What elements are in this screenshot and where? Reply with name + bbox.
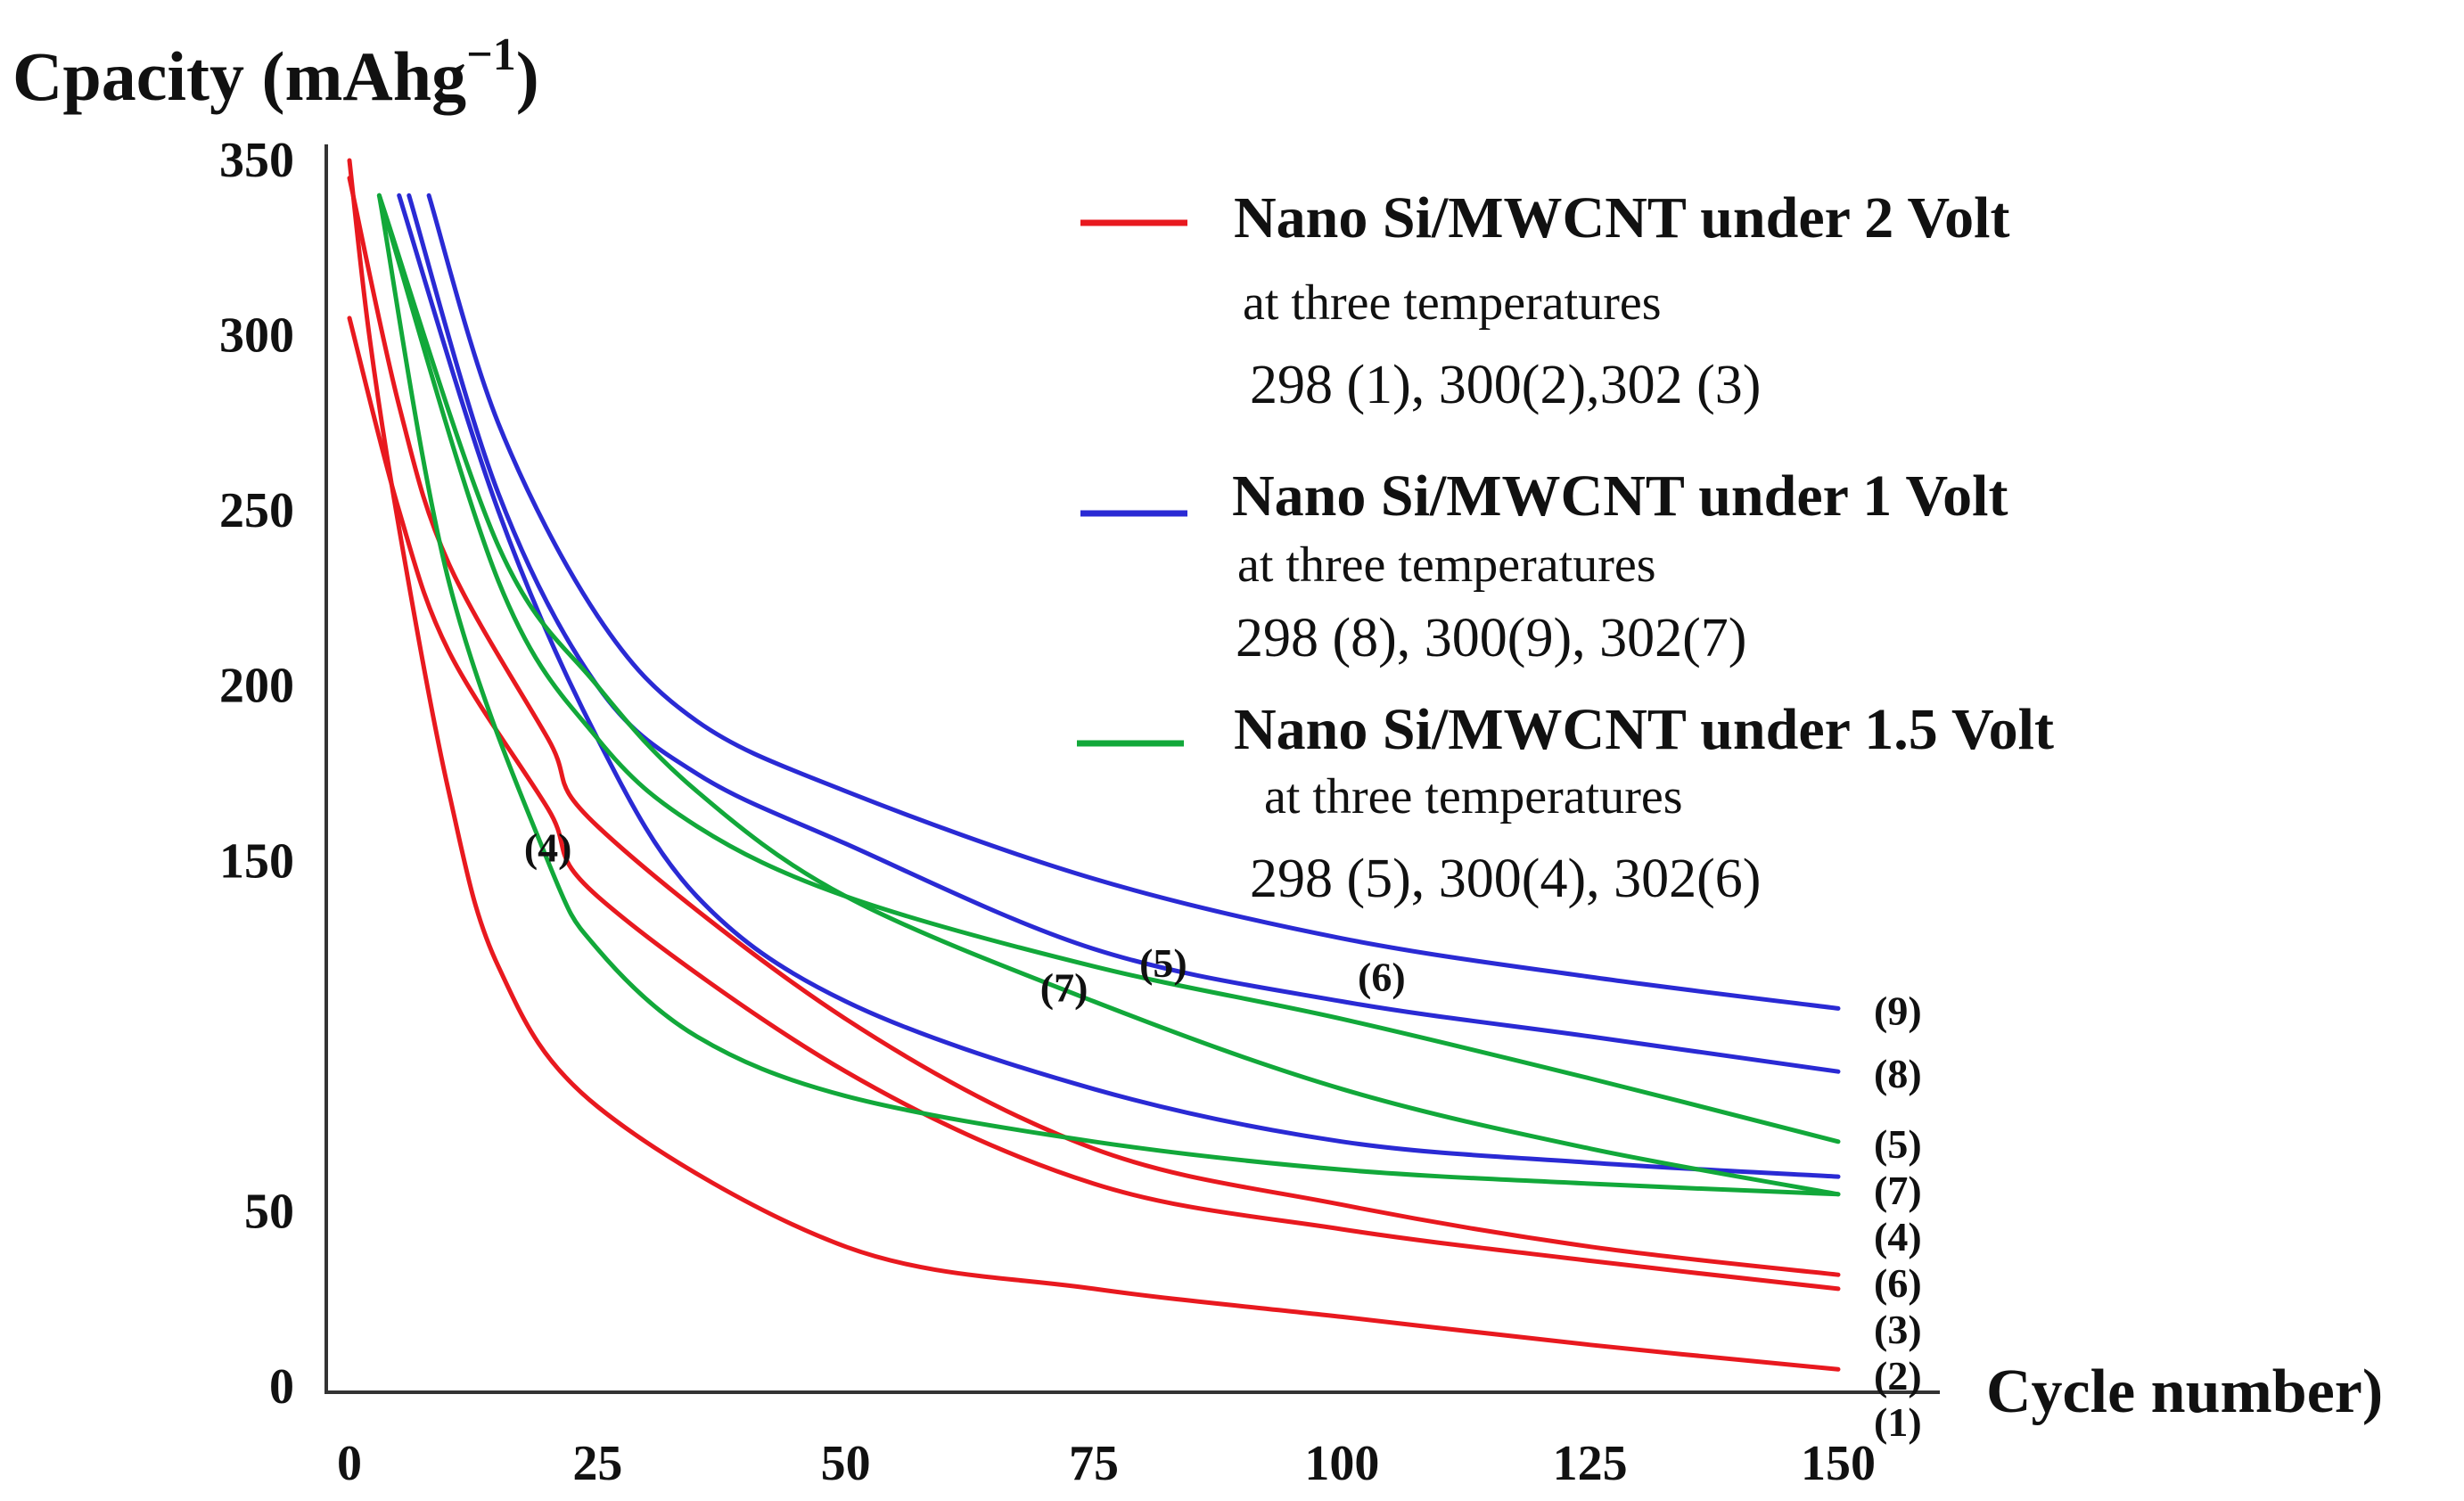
legend-temps-2-volt: 298 (1), 300(2),302 (3) [1250, 355, 1761, 415]
y-tick-label: 200 [219, 659, 294, 714]
legend: Nano Si/MWCNT under 2 Volt at three temp… [1077, 185, 2054, 909]
series-curve-7 [397, 193, 1841, 1179]
legend-subtitle-2-volt: at three temperatures [1243, 275, 1662, 331]
series-curve-5 [376, 193, 1841, 1144]
curve-annotation: (6) [1358, 955, 1406, 1000]
curve-end-labels: (1)(2)(3) (9) (8) (7)(5) (4)(6) [1874, 988, 1922, 1444]
series-curve-2 [347, 316, 1841, 1292]
series-curve-1 [347, 158, 1841, 1372]
curve-annotation: (7) [1040, 965, 1088, 1011]
series-end-label-2: (2) [1874, 1353, 1922, 1398]
series-end-label-1: (1) [1874, 1399, 1922, 1445]
y-axis-title-superscript: −1 [466, 29, 516, 80]
curve-annotations: (4) (7) (5) (6) [524, 824, 1406, 1010]
data-curves [347, 158, 1841, 1372]
legend-temps-1-5-volt: 298 (5), 300(4), 302(6) [1250, 849, 1761, 909]
series-end-label-5: (5) [1874, 1121, 1922, 1167]
legend-temps-1-volt: 298 (8), 300(9), 302(7) [1236, 608, 1746, 668]
y-tick-label: 250 [219, 483, 294, 538]
series-end-label-9: (9) [1874, 988, 1922, 1033]
series-end-label-7: (7) [1874, 1168, 1922, 1213]
x-tick-label: 0 [337, 1436, 362, 1491]
x-tick-label: 75 [1069, 1436, 1119, 1491]
x-tick-label: 100 [1304, 1436, 1379, 1491]
series-curve-6 [376, 193, 1841, 1197]
x-axis-title: Cycle number) [1986, 1357, 2383, 1426]
series-curve-8 [407, 193, 1841, 1074]
x-tick-label: 50 [821, 1436, 871, 1491]
legend-title-1-5-volt: Nano Si/MWCNT under 1.5 Volt [1234, 697, 2054, 762]
y-axis-title: Cpacity (mAhg−1) [12, 29, 539, 115]
series-end-label-8: (8) [1874, 1051, 1922, 1096]
curve-annotation: (4) [524, 824, 572, 870]
legend-subtitle-1-volt: at three temperatures [1237, 537, 1656, 593]
x-tick-label: 125 [1553, 1436, 1628, 1491]
legend-entry-1-5-volt: Nano Si/MWCNT under 1.5 Volt at three te… [1077, 697, 2054, 909]
curve-annotation: (5) [1139, 940, 1187, 986]
axis-ticks: 0 25 50 75 100 125 150 0 50 150 200 250 300 350 [219, 133, 1876, 1491]
legend-entry-1-volt: Nano Si/MWCNT under 1 Volt at three temp… [1080, 463, 2008, 668]
legend-title-1-volt: Nano Si/MWCNT under 1 Volt [1232, 463, 2008, 529]
series-curve-3 [347, 176, 1841, 1277]
y-tick-label: 300 [219, 308, 294, 364]
series-curve-9 [426, 193, 1841, 1011]
y-tick-label: 150 [219, 833, 294, 889]
series-end-label-4: (4) [1874, 1214, 1922, 1259]
y-tick-label: 50 [244, 1184, 294, 1239]
y-tick-label: 0 [269, 1359, 294, 1415]
x-tick-label: 25 [572, 1436, 622, 1491]
y-tick-label: 350 [219, 133, 294, 188]
x-tick-label: 150 [1801, 1436, 1876, 1491]
series-end-label-6: (6) [1874, 1260, 1922, 1306]
series-curve-4 [376, 193, 1841, 1197]
y-axis-title-main: Cpacity (mAhg [12, 37, 466, 115]
series-end-label-3: (3) [1874, 1307, 1922, 1352]
y-axis-title-close: ) [516, 37, 539, 115]
legend-title-2-volt: Nano Si/MWCNT under 2 Volt [1234, 185, 2009, 250]
legend-subtitle-1-5-volt: at three temperatures [1264, 769, 1683, 824]
legend-entry-2-volt: Nano Si/MWCNT under 2 Volt at three temp… [1080, 185, 2009, 415]
